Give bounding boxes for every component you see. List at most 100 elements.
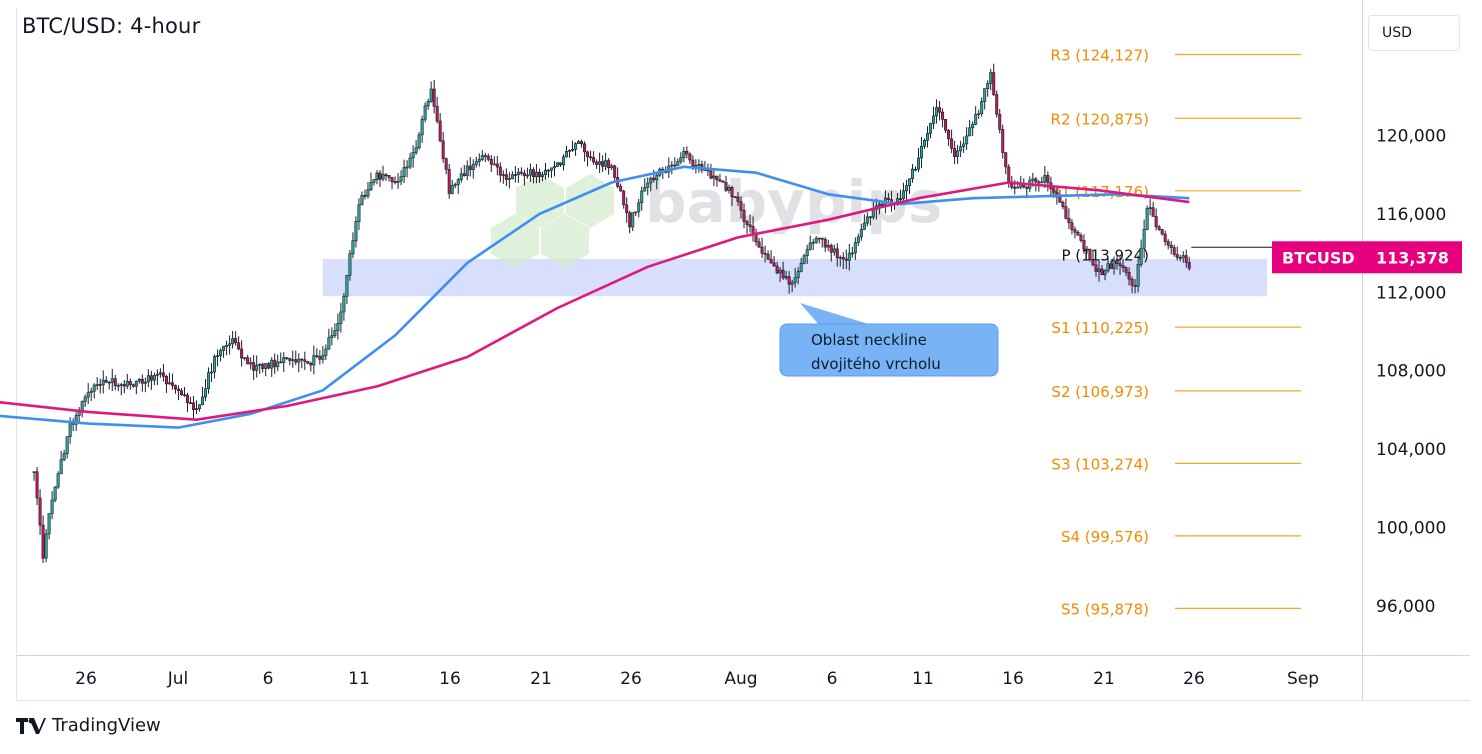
candle-body	[240, 348, 244, 359]
candle-body	[760, 246, 764, 254]
candle-body	[904, 185, 908, 192]
callout-text-line-1: Oblast neckline	[811, 331, 927, 349]
candle-body	[351, 240, 355, 255]
last-price-value: 113,378	[1376, 248, 1449, 267]
candle-body	[384, 174, 388, 177]
candle-body	[441, 140, 445, 159]
candle-body	[1136, 264, 1140, 287]
candle-body	[306, 361, 310, 364]
candle-body	[983, 88, 987, 102]
candle-body	[835, 248, 839, 259]
candle-body	[62, 453, 66, 461]
candle-body	[393, 181, 397, 183]
candle-body	[360, 195, 364, 206]
candle-body	[679, 157, 683, 162]
candle-body	[309, 362, 313, 366]
candle-body	[631, 212, 635, 228]
candle-body	[119, 384, 123, 386]
candle-body	[125, 381, 129, 387]
pivot-level-label: S4 (99,576)	[1061, 528, 1149, 546]
candle-body	[586, 151, 590, 158]
candle-body	[784, 276, 788, 279]
candle-body	[959, 146, 963, 152]
candle-body	[339, 311, 343, 324]
candle-body	[357, 204, 361, 222]
candle-body	[50, 499, 54, 514]
currency-button[interactable]: USD	[1368, 15, 1460, 51]
candle-body	[772, 262, 776, 267]
candle-body	[516, 171, 520, 175]
candle-body	[1178, 257, 1182, 259]
price-axis[interactable]: 96,000 100,000 104,000 108,000 112,000 116,00…	[1376, 126, 1446, 617]
candle-body	[1079, 235, 1083, 241]
candle-body	[549, 167, 553, 171]
candle-body	[583, 143, 587, 153]
candle-body	[234, 338, 238, 344]
candle-body	[246, 357, 250, 365]
candle-body	[456, 179, 460, 185]
candle-body	[207, 372, 211, 389]
candle-body	[276, 361, 280, 368]
candle-body	[225, 345, 229, 347]
candle-body	[947, 129, 951, 140]
candle-body	[495, 163, 499, 168]
candle-body	[282, 357, 286, 363]
candle-body	[98, 384, 102, 386]
candle-body	[832, 248, 836, 253]
candle-body	[59, 459, 63, 475]
candle-body	[237, 342, 241, 350]
last-price-badge-box	[1272, 241, 1462, 274]
pivot-level-label: S5 (95,878)	[1061, 600, 1149, 618]
candle-body	[110, 378, 114, 383]
candle-body	[381, 174, 385, 180]
candle-body	[811, 241, 815, 244]
candle-body	[216, 355, 220, 357]
pivot-level-label: R3 (124,127)	[1051, 47, 1149, 65]
candle-body	[950, 138, 954, 149]
time-axis[interactable]: 26 Jul 6 11 16 21 26 Aug 6 11 16 21 26 Sep	[75, 669, 1319, 689]
candle-body	[387, 175, 391, 178]
candle-body	[213, 356, 217, 373]
candle-body	[161, 372, 165, 377]
candle-body	[769, 258, 773, 264]
candle-body	[730, 187, 734, 198]
candle-body	[739, 201, 743, 211]
candle-body	[453, 184, 457, 186]
candle-body	[971, 123, 975, 129]
candle-body	[844, 258, 848, 261]
candle-body	[372, 179, 376, 183]
x-tick-label: 26	[75, 669, 97, 689]
candle-body	[510, 174, 514, 179]
candle-body	[65, 436, 69, 454]
candle-body	[610, 165, 614, 169]
candle-body	[655, 174, 659, 181]
y-tick-label: 112,000	[1376, 283, 1446, 303]
candle-body	[35, 471, 39, 499]
candle-body	[378, 172, 382, 180]
candle-body	[1100, 268, 1104, 276]
candle-body	[543, 169, 547, 175]
candle-body	[188, 402, 192, 404]
candle-body	[432, 88, 436, 107]
candle-body	[1184, 255, 1188, 263]
candle-body	[877, 203, 881, 207]
candle-body	[559, 162, 563, 166]
candle-body	[95, 384, 99, 386]
candle-body	[167, 382, 171, 385]
candle-body	[941, 111, 945, 120]
candle-body	[1091, 259, 1095, 266]
candle-body	[787, 276, 791, 285]
candle-body	[402, 167, 406, 177]
candle-body	[128, 381, 132, 385]
candle-body	[625, 204, 629, 214]
candle-body	[489, 159, 493, 165]
candle-body	[417, 134, 421, 149]
candle-body	[796, 271, 800, 279]
y-tick-label: 100,000	[1376, 519, 1446, 539]
candle-body	[146, 375, 150, 383]
candle-body	[724, 182, 728, 191]
candle-body	[838, 256, 842, 259]
candle-body	[907, 178, 911, 186]
candle-body	[44, 533, 48, 559]
